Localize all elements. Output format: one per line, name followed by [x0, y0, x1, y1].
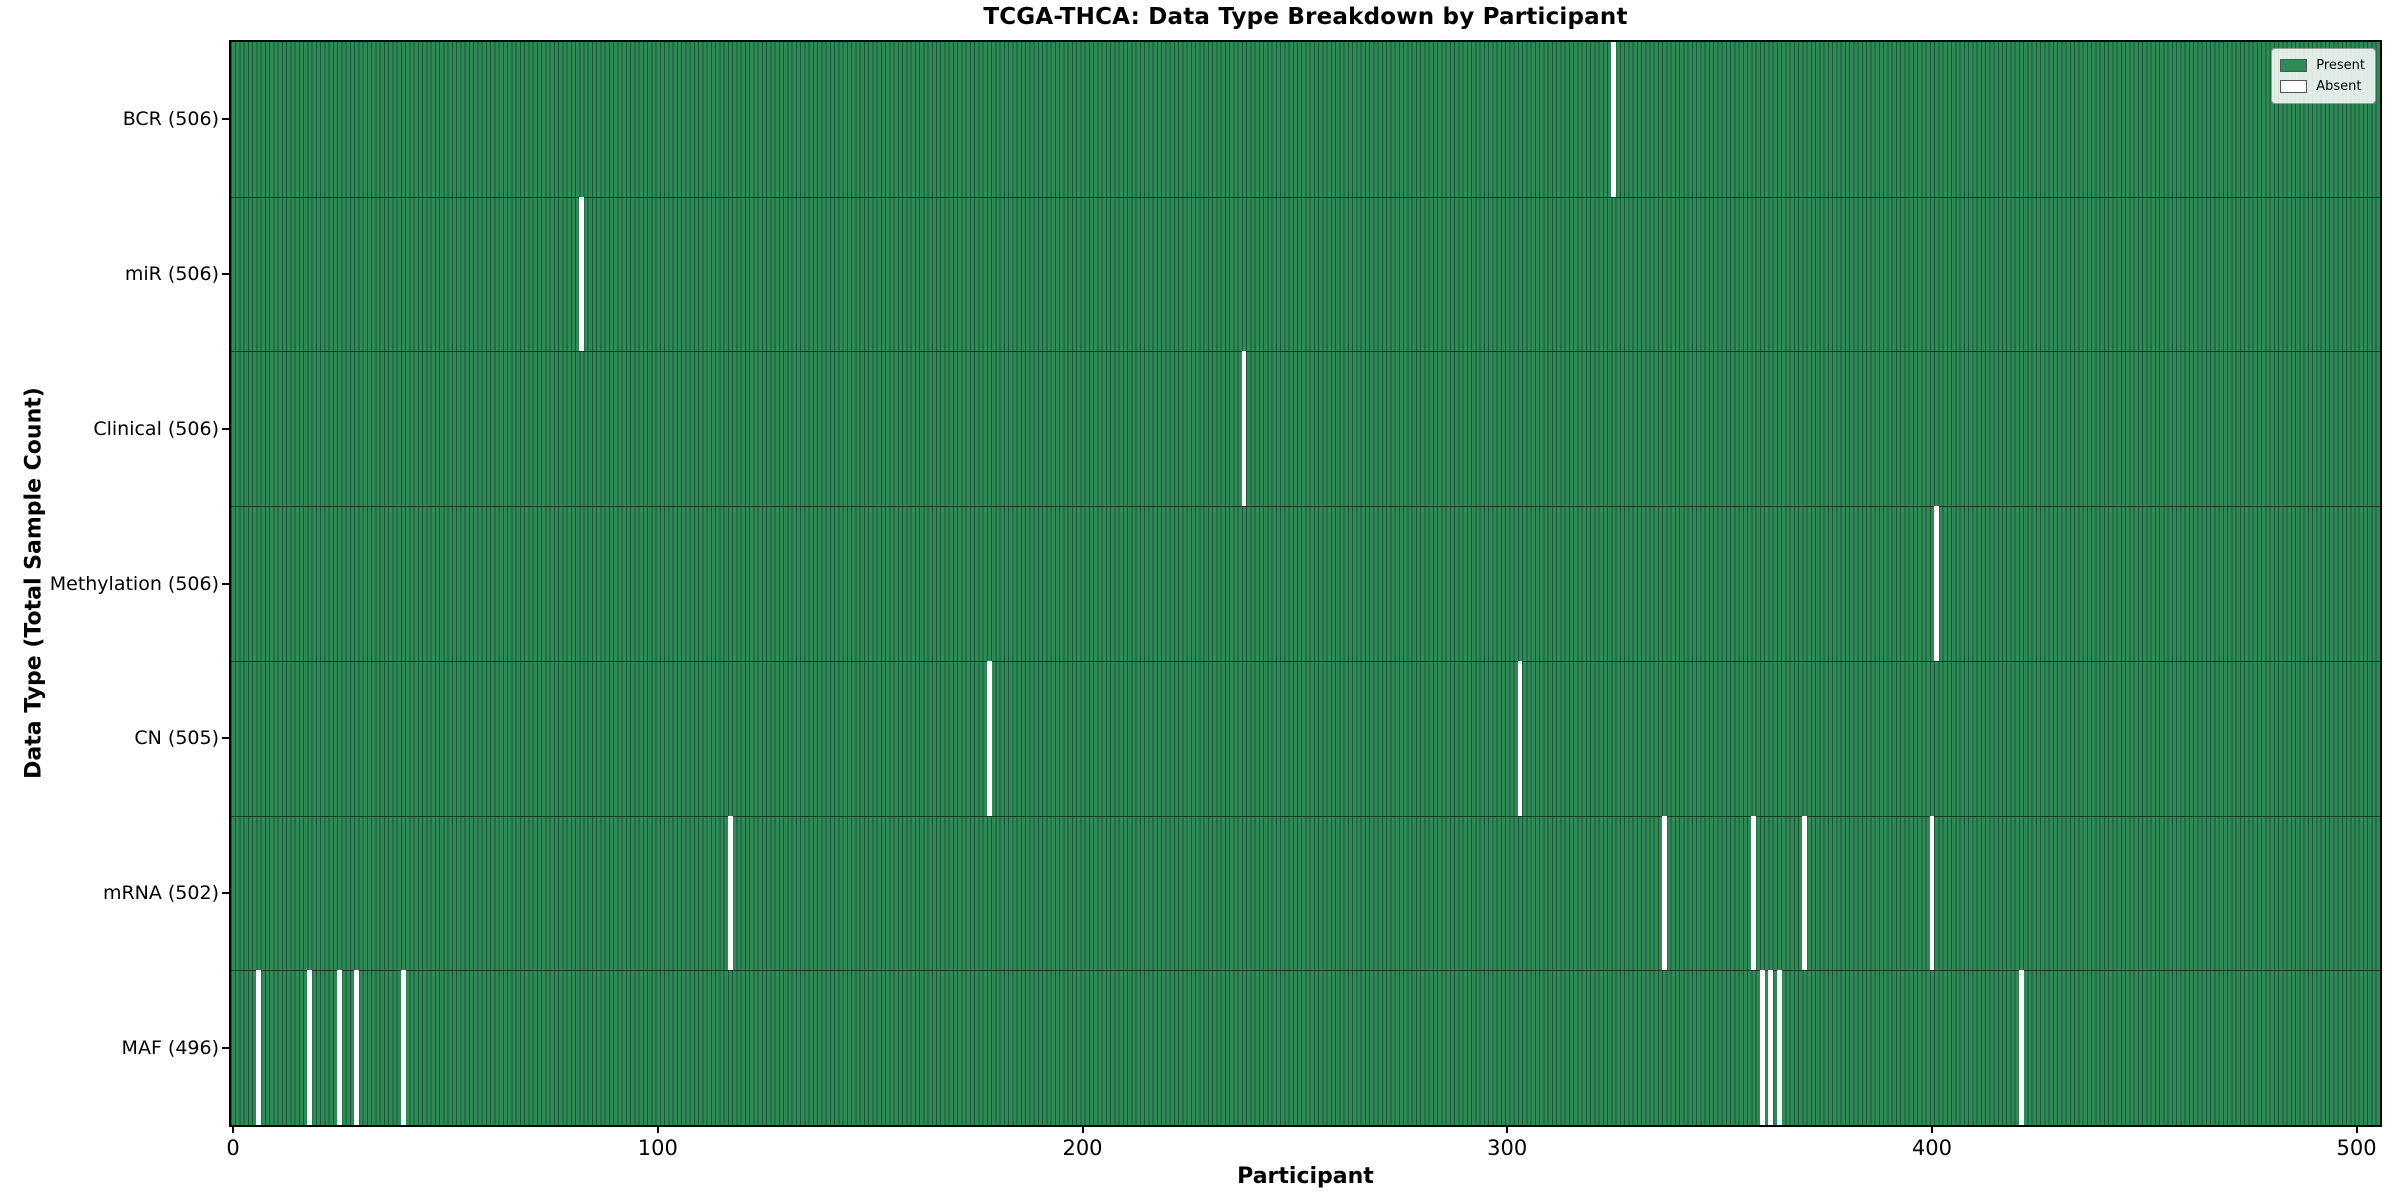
y-tick-mark: [222, 891, 230, 894]
legend-item-absent: Absent: [2280, 76, 2365, 97]
absent-swatch-icon: [2280, 80, 2308, 93]
chart-title: TCGA-THCA: Data Type Breakdown by Partic…: [983, 4, 1628, 30]
legend: Present Absent: [2271, 48, 2376, 104]
x-tick-mark: [1081, 1125, 1084, 1133]
y-tick-mark: [222, 582, 230, 585]
x-tick-label-300: 300: [1487, 1136, 1528, 1160]
x-tick-label-400: 400: [1911, 1136, 1952, 1160]
absent-gap-MAF-362: [1768, 970, 1774, 1125]
absent-gap-MAF-18: [307, 970, 313, 1125]
absent-gap-Methylation-401: [1934, 506, 1939, 661]
legend-label-present: Present: [2316, 58, 2365, 73]
absent-gap-Clinical-238: [1241, 351, 1247, 507]
x-axis-label: Participant: [1237, 1164, 1374, 1189]
legend-item-present: Present: [2280, 55, 2365, 76]
y-tick-label-mRNA: mRNA (502): [102, 881, 219, 904]
y-tick-label-BCR: BCR (506): [122, 108, 219, 131]
x-tick-mark: [656, 1125, 659, 1133]
absent-gap-miR-82: [579, 196, 584, 352]
absent-gap-mRNA-400: [1929, 815, 1935, 971]
y-tick-mark: [222, 273, 230, 276]
absent-gap-MAF-360: [1759, 970, 1765, 1125]
legend-label-absent: Absent: [2316, 79, 2362, 94]
absent-gap-MAF-364: [1776, 970, 1782, 1125]
absent-gap-mRNA-117: [727, 815, 733, 971]
plot-area: [231, 42, 2380, 1125]
y-tick-label-CN: CN (505): [134, 727, 219, 750]
row-separator: [231, 815, 2380, 817]
x-tick-label-0: 0: [226, 1136, 240, 1160]
y-tick-mark: [222, 118, 230, 121]
y-tick-mark: [222, 427, 230, 430]
row-separator: [231, 970, 2380, 972]
absent-gap-MAF-25: [337, 970, 342, 1125]
x-tick-mark: [1930, 1125, 1933, 1133]
y-tick-mark: [222, 737, 230, 740]
x-tick-mark: [1506, 1125, 1509, 1133]
absent-gap-mRNA-337: [1662, 815, 1667, 971]
row-separator: [231, 351, 2380, 353]
y-tick-label-miR: miR (506): [124, 263, 219, 286]
y-tick-label-Methylation: Methylation (506): [49, 572, 219, 595]
x-tick-mark: [232, 1125, 235, 1133]
row-separator: [231, 506, 2380, 508]
absent-gap-mRNA-370: [1802, 815, 1808, 971]
absent-gap-CN-178: [986, 660, 992, 816]
absent-gap-CN-303: [1517, 660, 1523, 816]
y-tick-label-MAF: MAF (496): [121, 1036, 219, 1059]
absent-gap-BCR-325: [1611, 42, 1616, 197]
row-separator: [231, 660, 2380, 662]
absent-gap-MAF-6: [256, 970, 262, 1125]
y-tick-mark: [222, 1046, 230, 1049]
absent-gap-MAF-421: [2019, 970, 2024, 1125]
x-tick-label-200: 200: [1062, 1136, 1103, 1160]
absent-gap-MAF-29: [354, 970, 359, 1125]
absent-gap-mRNA-358: [1751, 815, 1757, 971]
present-swatch-icon: [2280, 59, 2308, 72]
y-tick-label-Clinical: Clinical (506): [93, 417, 219, 440]
y-axis-label: Data Type (Total Sample Count): [21, 387, 47, 779]
x-tick-label-500: 500: [2336, 1136, 2377, 1160]
x-tick-label-100: 100: [637, 1136, 678, 1160]
row-separator: [231, 196, 2380, 198]
x-tick-mark: [2355, 1125, 2358, 1133]
absent-gap-MAF-40: [400, 970, 406, 1125]
